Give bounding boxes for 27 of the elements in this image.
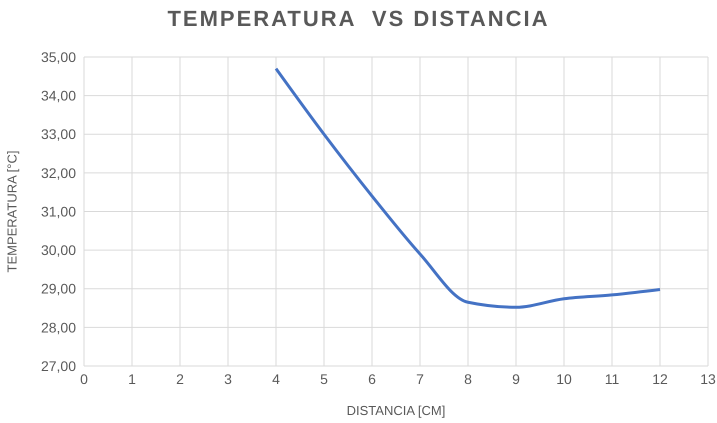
x-tick-label: 13	[700, 370, 716, 387]
y-axis-title: TEMPERATURA [°C]	[4, 150, 20, 272]
x-tick-label: 6	[368, 370, 376, 387]
line-series	[274, 67, 662, 309]
x-tick-label: 0	[80, 370, 88, 387]
x-tick-label: 5	[320, 370, 328, 387]
x-tick-label: 10	[556, 370, 572, 387]
y-tick-label: 33,00	[40, 126, 76, 142]
x-axis-title: DISTANCIA [CM]	[346, 403, 446, 418]
y-tick-label: 31,00	[40, 203, 76, 220]
x-tick-label: 3	[224, 370, 232, 387]
y-tick-label: 34,00	[40, 88, 76, 104]
x-tick-label: 9	[512, 370, 520, 387]
y-tick-label: 27,00	[40, 358, 76, 374]
x-tick-label: 12	[652, 370, 668, 387]
y-tick-label: 28,00	[40, 319, 76, 336]
x-tick-label: 1	[128, 370, 136, 387]
y-tick-label: 32,00	[40, 164, 76, 181]
y-tick-label: 29,00	[40, 280, 76, 297]
y-tick-label: 30,00	[40, 242, 76, 258]
x-tick-label: 4	[272, 370, 280, 387]
x-tick-label: 7	[416, 370, 424, 387]
x-tick-label: 11	[604, 370, 620, 387]
chart-title: TEMPERATURA VS DISTANCIA	[166, 6, 551, 32]
x-tick-label: 8	[464, 370, 472, 387]
y-tick-label: 35,00	[40, 48, 76, 65]
x-tick-label: 2	[176, 370, 184, 387]
